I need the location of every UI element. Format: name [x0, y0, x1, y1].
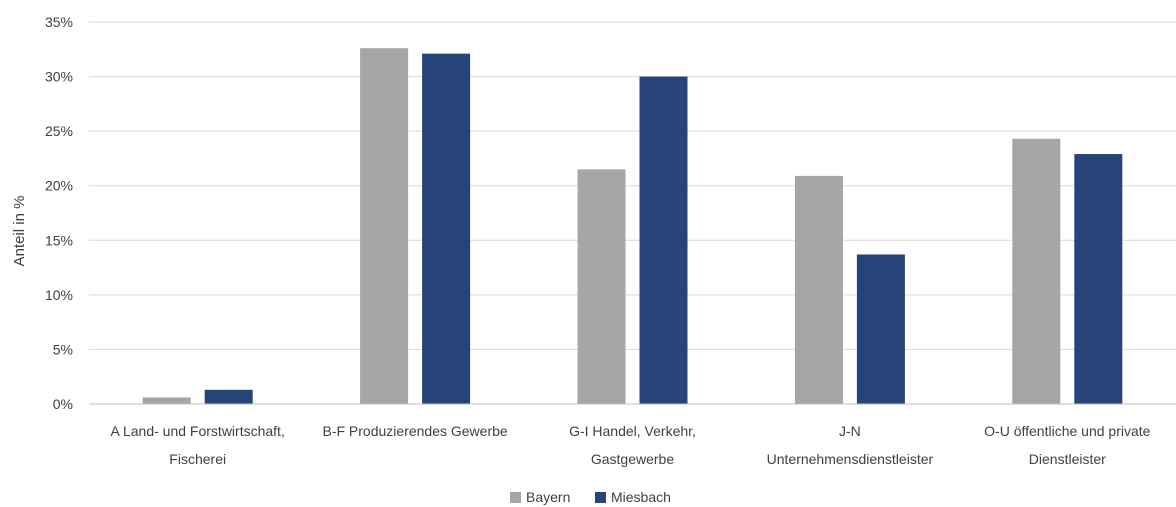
bar-bayern-4: [1012, 138, 1061, 405]
y-axis-title: Anteil in %: [11, 196, 28, 267]
category-label: Dienstleister: [1029, 451, 1106, 467]
y-tick-label: 0%: [53, 396, 73, 412]
x-axis-category-labels: A Land- und Forstwirtschaft, Fischerei B-F…: [111, 423, 1151, 467]
legend-swatch-miesbach: [595, 492, 606, 503]
y-tick-label: 5%: [53, 341, 73, 357]
y-axis-tick-labels: 0% 5% 10% 15% 20% 25% 30% 35%: [45, 14, 73, 412]
bar-miesbach-1: [422, 53, 471, 404]
y-tick-label: 10%: [45, 287, 73, 303]
bar-bayern-2: [577, 169, 626, 404]
bar-bayern-3: [794, 175, 843, 404]
y-tick-label: 15%: [45, 232, 73, 248]
category-label: Fischerei: [169, 451, 226, 467]
y-tick-label: 30%: [45, 69, 73, 85]
y-tick-label: 20%: [45, 178, 73, 194]
category-label: Gastgewerbe: [591, 451, 674, 467]
bar-miesbach-3: [856, 254, 905, 404]
legend: Bayern Miesbach: [510, 489, 671, 505]
bar-bayern-0: [142, 397, 191, 404]
legend-label-miesbach: Miesbach: [611, 489, 671, 505]
category-label: Unternehmensdienstleister: [767, 451, 934, 467]
category-label: A Land- und Forstwirtschaft,: [111, 423, 285, 439]
bars: [142, 48, 1123, 405]
category-label: G-I Handel, Verkehr,: [569, 423, 696, 439]
gridlines: [89, 21, 1176, 350]
bar-bayern-1: [360, 48, 409, 405]
y-tick-label: 25%: [45, 123, 73, 139]
legend-swatch-bayern: [510, 492, 521, 503]
bar-miesbach-0: [204, 389, 253, 404]
bar-miesbach-2: [639, 76, 688, 405]
y-tick-label: 35%: [45, 14, 73, 30]
category-label: B-F Produzierendes Gewerbe: [322, 423, 507, 439]
legend-label-bayern: Bayern: [526, 489, 570, 505]
category-label: J-N: [839, 423, 861, 439]
category-label: O-U öffentliche und private: [984, 423, 1150, 439]
bar-miesbach-4: [1074, 154, 1123, 404]
